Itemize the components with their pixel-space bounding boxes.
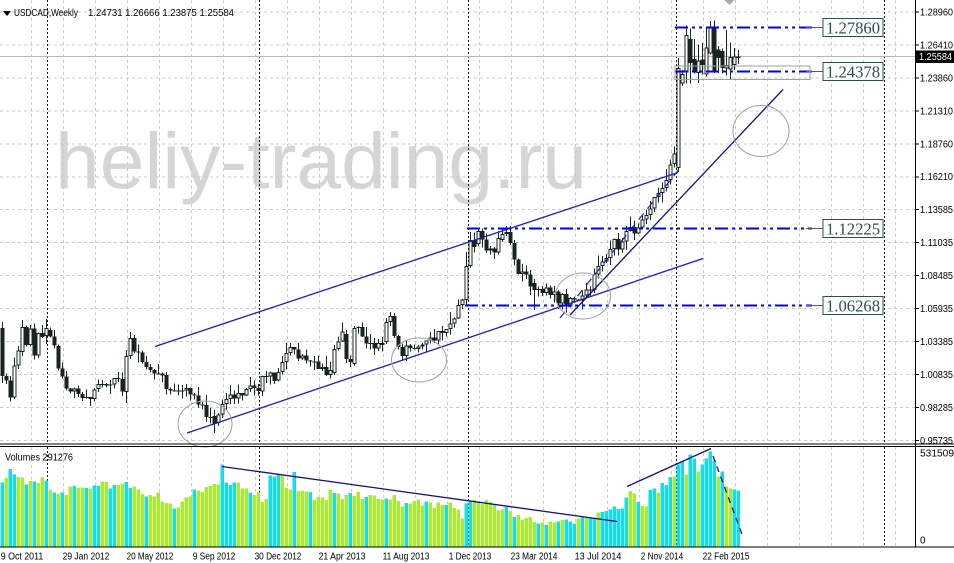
svg-text:1.00835: 1.00835 [920,370,953,381]
svg-text:30 Dec 2012: 30 Dec 2012 [255,552,302,563]
svg-text:Volumes 291276: Volumes 291276 [5,452,73,464]
svg-text:1.03385: 1.03385 [920,337,953,348]
svg-text:1.25584: 1.25584 [919,52,952,63]
svg-text:2 Nov 2014: 2 Nov 2014 [641,552,684,563]
svg-text:0: 0 [920,536,926,547]
svg-text:1.06268: 1.06268 [826,297,880,316]
svg-text:0.95735: 0.95735 [920,436,953,447]
svg-text:1.05935: 1.05935 [920,304,953,315]
svg-text:11 Aug 2013: 11 Aug 2013 [383,552,430,563]
svg-text:13 Jul 2014: 13 Jul 2014 [575,552,622,563]
svg-text:29 Jan 2012: 29 Jan 2012 [63,552,110,563]
svg-text:1.24731 1.26666 1.23875 1.2558: 1.24731 1.26666 1.23875 1.25584 [88,7,234,19]
svg-text:heliy-trading.ru: heliy-trading.ru [55,116,587,205]
svg-text:1.27860: 1.27860 [826,19,880,38]
svg-text:1.24378: 1.24378 [826,63,880,82]
svg-text:1.28960: 1.28960 [920,8,953,19]
svg-text:20 May 2012: 20 May 2012 [127,552,174,563]
svg-text:0.98285: 0.98285 [920,403,953,414]
svg-text:1.21310: 1.21310 [920,106,953,117]
svg-text:531509: 531509 [920,449,954,460]
svg-text:1.18760: 1.18760 [920,139,953,150]
svg-text:22 Feb 2015: 22 Feb 2015 [703,552,750,563]
svg-text:1.12225: 1.12225 [826,220,880,239]
svg-text:1.23860: 1.23860 [920,73,953,84]
svg-text:23 Mar 2014: 23 Mar 2014 [511,552,558,563]
svg-text:9 Oct 2011: 9 Oct 2011 [1,552,44,563]
svg-text:1.26410: 1.26410 [920,41,953,52]
svg-text:21 Apr 2013: 21 Apr 2013 [319,552,366,563]
svg-text:1 Dec 2013: 1 Dec 2013 [449,552,492,563]
svg-text:USDCAD,Weekly: USDCAD,Weekly [14,7,79,19]
svg-text:1.13585: 1.13585 [920,205,953,216]
svg-text:1.11035: 1.11035 [920,238,953,249]
svg-text:1.16210: 1.16210 [920,172,953,183]
svg-text:9 Sep 2012: 9 Sep 2012 [193,552,236,563]
svg-text:1.08485: 1.08485 [920,271,953,282]
